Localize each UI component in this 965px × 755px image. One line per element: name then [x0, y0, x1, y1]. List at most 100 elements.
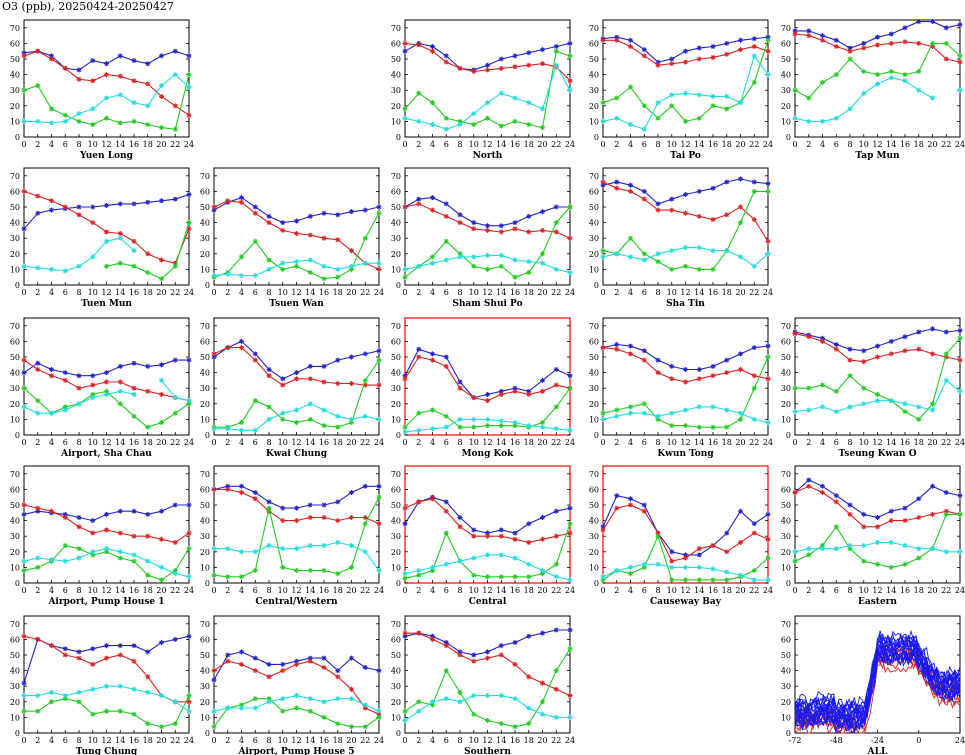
data-point	[76, 76, 82, 82]
data-point	[600, 254, 606, 260]
y-tick-label: 20	[10, 400, 20, 409]
x-tick-label: 24	[565, 586, 575, 595]
data-point	[35, 693, 41, 699]
data-point	[567, 627, 573, 633]
data-point	[847, 511, 853, 517]
data-point	[225, 198, 231, 204]
data-point	[567, 646, 573, 652]
x-tick-label: 0	[211, 288, 216, 297]
data-point	[861, 68, 867, 74]
data-point	[335, 696, 341, 702]
x-tick-label: 6	[63, 586, 68, 595]
panel-name: Tuen Mun	[81, 299, 132, 309]
x-tick-label: 10	[859, 438, 869, 447]
x-tick-label: 18	[524, 438, 534, 447]
y-tick-label: 70	[781, 620, 791, 629]
data-point	[49, 56, 54, 62]
data-point	[553, 561, 559, 567]
y-tick-label: 40	[10, 71, 20, 80]
data-point	[512, 274, 518, 280]
data-point	[35, 564, 41, 570]
x-tick-label: 4	[430, 140, 435, 149]
y-tick-label: 0	[594, 133, 599, 142]
series-line	[21, 502, 192, 524]
y-tick-label: 0	[786, 579, 791, 588]
data-point	[792, 490, 798, 496]
panel-name: Southern	[464, 747, 511, 755]
x-tick-label: 14	[305, 288, 315, 297]
data-point	[902, 505, 908, 511]
x-tick-label: 12	[291, 288, 301, 297]
y-tick-label: 0	[15, 579, 20, 588]
series-line	[21, 683, 192, 714]
data-point	[540, 227, 545, 233]
x-tick-label: 12	[482, 586, 492, 595]
chart-main-title: O3 (ppb), 20250424-20250427	[2, 0, 174, 13]
x-tick-label: 24	[763, 140, 773, 149]
data-point	[159, 53, 164, 59]
x-tick-label: 2	[416, 586, 421, 595]
data-point	[540, 251, 545, 257]
x-tick-label: 2	[614, 438, 619, 447]
y-tick-label: 0	[786, 133, 791, 142]
data-point	[683, 555, 688, 561]
data-point	[655, 259, 661, 265]
data-point	[957, 327, 963, 333]
x-tick-label: 2	[225, 438, 230, 447]
data-point	[186, 693, 192, 699]
data-point	[526, 229, 532, 235]
x-tick-label: 8	[655, 140, 660, 149]
data-point	[172, 636, 178, 642]
data-point	[943, 40, 949, 46]
data-point	[765, 72, 771, 78]
data-point	[104, 546, 109, 552]
data-point	[628, 502, 633, 508]
data-point	[485, 416, 490, 422]
data-point	[792, 87, 798, 93]
data-point	[600, 410, 606, 416]
data-point	[847, 404, 853, 410]
series-line	[402, 627, 573, 658]
data-point	[62, 65, 68, 71]
data-point	[696, 245, 702, 251]
panel-name: Central/Western	[255, 597, 338, 607]
data-point	[526, 521, 532, 527]
x-tick-label: 4	[49, 140, 54, 149]
y-tick-label: 20	[200, 250, 210, 259]
series-line	[402, 416, 573, 435]
data-point	[49, 366, 54, 372]
data-point	[294, 518, 299, 524]
data-point	[104, 683, 109, 689]
data-point	[696, 577, 702, 583]
data-point	[35, 398, 41, 404]
data-point	[117, 231, 123, 237]
data-point	[225, 345, 231, 351]
data-point	[512, 661, 518, 667]
x-tick-label: 2	[35, 140, 40, 149]
data-point	[21, 188, 27, 194]
data-point	[266, 416, 272, 422]
y-tick-label: 60	[10, 39, 20, 48]
x-tick-label: 8	[847, 438, 852, 447]
data-point	[710, 566, 716, 572]
x-tick-label: 14	[694, 140, 704, 149]
data-point	[957, 59, 963, 65]
data-point	[21, 370, 27, 376]
data-point	[930, 483, 935, 489]
data-point	[159, 377, 164, 383]
x-tick-label: 0	[600, 288, 605, 297]
data-point	[49, 508, 54, 514]
series-line	[402, 496, 573, 545]
data-point	[471, 68, 477, 74]
data-point	[104, 527, 109, 533]
data-point	[738, 416, 743, 422]
y-tick-label: 60	[391, 635, 401, 644]
data-point	[683, 552, 688, 558]
data-point	[765, 420, 771, 426]
data-point	[172, 721, 178, 727]
data-point	[131, 248, 137, 254]
